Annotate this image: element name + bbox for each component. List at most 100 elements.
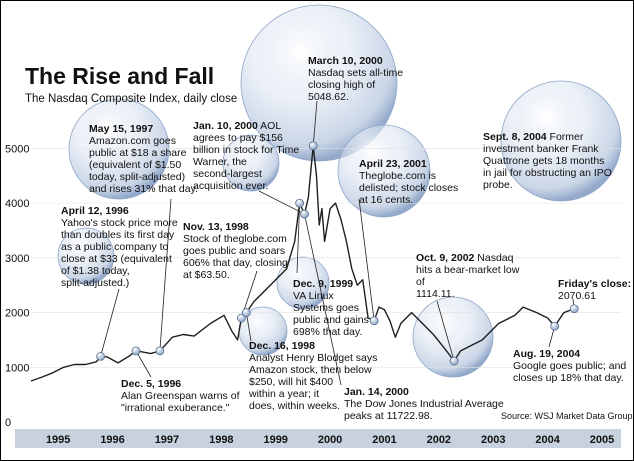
bubble-sept (500, 80, 622, 202)
annotation-oct-9-2002: Oct. 9, 2002 Nasdaq hits a bear-market lo… (416, 252, 520, 300)
annotation-line: Nasdaq sets all-time (308, 67, 403, 79)
annotation-line: close at $33 (equivalent (61, 253, 172, 265)
annotation-line: VA Linux (293, 290, 334, 302)
leader-line (258, 190, 305, 215)
annotations: March 10, 2000 Nasdaq sets all-time closin… (61, 55, 631, 422)
bubble-low (412, 296, 494, 378)
annotation-leaders (100, 100, 575, 386)
bubble-aol (222, 134, 280, 192)
annotation-mar-10-2000: March 10, 2000 Nasdaq sets all-time closin… (308, 55, 403, 103)
annotation-may-15-1997: May 15, 1997 Amazon.com goes public at $18… (89, 123, 198, 195)
annotation-line: Yahoo's stock price more (61, 217, 178, 229)
event-markers (96, 141, 579, 366)
annotation-line: at $63.50. (183, 269, 230, 281)
x-tick-label: 1995 (46, 434, 70, 446)
annotation-line: Analyst Henry Blodget says (249, 352, 377, 364)
chart-title: The Rise and Fall (25, 63, 214, 89)
y-tick-label: 1000 (5, 362, 29, 374)
event-marker (155, 346, 165, 356)
event-marker (550, 321, 560, 331)
event-marker (295, 198, 305, 208)
leader-line (159, 198, 172, 351)
annotation-line: 1114.11. (416, 288, 455, 300)
annotation-jan-14-2000: Jan. 14, 2000 The Dow Jones Industrial Av… (344, 386, 504, 422)
annotation-line: Stock of theglobe.com (183, 233, 287, 245)
annotation-line: Quattrone gets 18 months (483, 155, 604, 167)
annotation-line: Alan Greenspan warns of (121, 390, 240, 402)
event-marker (131, 346, 141, 356)
event-marker (300, 209, 309, 219)
annotation-dec-9-1999: Dec. 9, 1999 VA Linux Systems goes public a… (293, 278, 369, 338)
annotation-apr-12-1996: April 12, 1996 Yahoo's stock price more th… (61, 205, 178, 289)
x-tick-label: 1996 (100, 434, 124, 446)
leader-line (358, 198, 375, 321)
x-tick-label: 2000 (318, 434, 342, 446)
annotation-line: Google goes public; and (513, 360, 626, 372)
annotation-line: 606% that day, closing (183, 257, 288, 269)
annotation-line: investment banker Frank (483, 143, 599, 155)
leader-line (304, 213, 342, 386)
annotation-line: than doubles its first day (61, 229, 175, 241)
x-axis: 1995 1996 1997 1998 1999 2000 2001 2002 … (46, 434, 614, 446)
annotation-line: 698% that day. (293, 326, 362, 338)
x-tick-label: 1998 (209, 434, 233, 446)
event-marker (569, 304, 579, 314)
annotation-line: 2070.61 (558, 290, 596, 302)
chart-subtitle: The Nasdaq Composite Index, daily close (25, 93, 237, 105)
x-tick-label: 2004 (535, 434, 560, 446)
annotation-line: Amazon.com goes (89, 135, 176, 147)
event-marker (241, 308, 251, 317)
leader-line (296, 203, 301, 274)
event-marker (308, 141, 318, 151)
bubble-linux (276, 256, 330, 310)
annotation-line: public at $18 a share (89, 147, 187, 159)
annotation-aug-19-2004: Aug. 19, 2004 Google goes public; and clos… (513, 348, 626, 384)
leader-line (312, 100, 318, 146)
annotation-line: Warner, the (193, 156, 247, 168)
annotation-line: "irrational exuberance." (121, 402, 230, 414)
annotation-sept-8-2004: Sept. 8, 2004 Former investment banker Fr… (483, 131, 612, 191)
annotation-line: Amazon stock, then below (249, 364, 372, 376)
annotation-line: of (416, 276, 425, 288)
annotation-line: acquisition ever. (193, 180, 268, 192)
annotation-line: in jail for obstructing an IPO (483, 167, 612, 179)
bubble-left (68, 98, 170, 200)
y-tick-label: 2000 (5, 308, 29, 320)
annotation-line: second-largest (193, 168, 262, 180)
annotation-line: probe. (483, 179, 513, 191)
annotation-line: $250, will hit $400 (249, 376, 333, 388)
event-marker (96, 351, 106, 361)
annotation-line: closing high of (308, 79, 375, 91)
annotation-line: closes up 18% that day. (513, 372, 624, 384)
leader-line (436, 300, 455, 362)
annotation-line: of $1.38 today, (61, 265, 130, 277)
gridlines (31, 148, 621, 368)
annotation-line: does, within weeks. (249, 400, 340, 412)
annotation-fridays-close: Friday's close: 2070.61 (558, 278, 631, 302)
annotation-line: Systems goes (293, 302, 359, 314)
annotation-line: public and gains (293, 314, 369, 326)
x-tick-label: 1999 (263, 434, 287, 446)
x-tick-label: 2005 (590, 434, 614, 446)
annotation-line: as a public company to (61, 241, 169, 253)
x-tick-label: 2002 (427, 434, 451, 446)
annotation-dec-16-1998: Dec. 16, 1998 Analyst Henry Blodget says A… (248, 340, 377, 412)
annotation-line: hits a bear-market low (416, 264, 520, 276)
x-axis-band (15, 429, 621, 448)
leader-line (245, 312, 252, 342)
annotation-line: delisted; stock closes (359, 182, 458, 194)
annotation-line: today, split-adjusted) (89, 171, 185, 183)
annotation-line: at 16 cents. (359, 194, 413, 206)
annotation-line: billion in stock for Time (193, 144, 299, 156)
annotation-dec-5-1996: Dec. 5, 1996 Alan Greenspan warns of "irra… (121, 378, 240, 414)
annotation-nov-13-1998: Nov. 13, 1998 Stock of theglobe.com goes p… (183, 221, 288, 281)
annotation-line: goes public and soars (183, 245, 285, 257)
event-marker (449, 356, 459, 366)
annotation-line: agrees to pay $156 (193, 132, 283, 144)
annotation-line: Theglobe.com is (359, 170, 436, 182)
x-tick-label: 2003 (481, 434, 505, 446)
x-tick-label: 2001 (372, 434, 396, 446)
event-marker (369, 316, 379, 326)
